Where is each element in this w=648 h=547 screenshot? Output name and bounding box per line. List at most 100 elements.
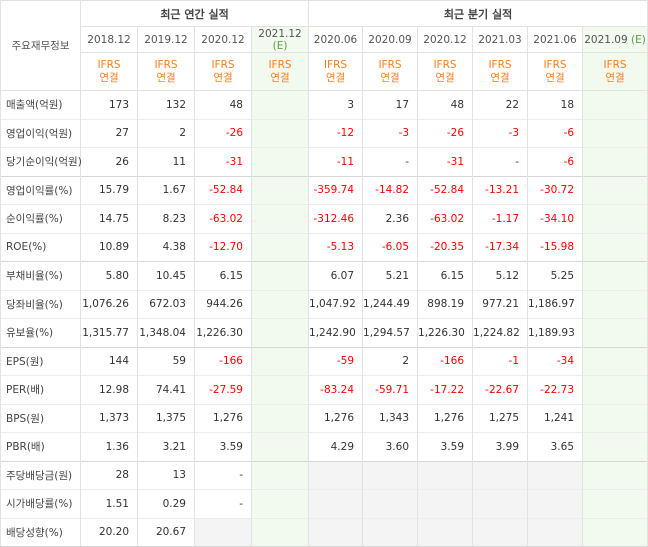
table-row: 당좌비율(%) 1,076.26 672.03 944.26 1,047.92 1,244… (0, 289, 648, 319)
table-row: 시가배당률(%) 1.51 0.29- (0, 489, 648, 518)
row-label: ROE(%) (0, 232, 81, 262)
quarter-value-cell (527, 517, 584, 547)
quarter-value-cell (582, 346, 648, 376)
row-label: BPS(원) (0, 403, 81, 433)
ifrs-consolidated-label: IFRS 연결 (582, 52, 648, 91)
annual-value-cell: 173 (80, 90, 138, 119)
quarter-value-cell: -63.02 (417, 204, 474, 233)
annual-value-cell: 6.15 (194, 261, 252, 290)
quarter-value-cell (582, 232, 648, 262)
row-label: PER(배) (0, 375, 81, 404)
quarter-value-cell: 2.36 (362, 204, 419, 233)
annual-value-cell: 132 (137, 90, 195, 119)
quarter-value-cell: -59 (308, 346, 364, 376)
quarter-value-cell: -1 (472, 346, 529, 376)
ifrs-header-row: IFRS 연결 IFRS 연결 IFRS 연결 IFRS 연결 IFRS 연결 IFRS 연결 IFRS… (1, 52, 648, 91)
quarter-period-header: 2020.12 (417, 26, 474, 53)
row-label: 주당배당금(원) (0, 460, 81, 490)
quarter-value-cell: 1,275 (472, 403, 529, 433)
quarter-value-cell: -5.13 (308, 232, 364, 262)
ifrs-text: IFRS (97, 58, 121, 71)
annual-value-cell: 5.80 (80, 261, 138, 290)
quarter-value-cell (472, 489, 529, 518)
annual-value-cell: 12.98 (80, 375, 138, 404)
quarter-value-cell (362, 489, 419, 518)
quarter-value-cell: -12 (308, 118, 364, 148)
consolidated-text: 연결 (270, 71, 290, 84)
consolidated-text: 연결 (605, 71, 625, 84)
quarter-value-cell: -17.22 (417, 375, 474, 404)
annual-value-cell: -12.70 (194, 232, 252, 262)
annual-value-cell: 4.38 (137, 232, 195, 262)
row-label: 유보율(%) (0, 318, 81, 347)
quarter-value-cell: 1,276 (417, 403, 474, 433)
row-label: PBR(배) (0, 432, 81, 461)
quarter-value-cell (308, 489, 364, 518)
row-label: 순이익률(%) (0, 204, 81, 233)
period-label: 2021.12 (258, 27, 302, 40)
annual-value-cell: 26 (80, 147, 138, 176)
quarter-value-cell (308, 517, 364, 547)
period-label: 2019.12 (144, 33, 188, 46)
annual-value-cell: 144 (80, 346, 138, 376)
ifrs-consolidated-label: IFRS 연결 (308, 52, 364, 91)
ifrs-text: IFRS (433, 58, 457, 71)
quarter-value-cell (582, 118, 648, 148)
table-row: EPS(원) 144 59 -166 -59 2 -166 -1 -34 (0, 346, 648, 376)
table-row: 순이익률(%) 14.75 8.23 -63.02 -312.46 2.36 -63.02-… (0, 204, 648, 233)
annual-value-cell: 1,276 (194, 403, 252, 433)
annual-value-cell (250, 289, 310, 319)
annual-value-cell: 3.21 (137, 432, 195, 461)
annual-value-cell: 8.23 (137, 204, 195, 233)
quarter-value-cell: -59.71 (362, 375, 419, 404)
quarter-value-cell: 4.29 (308, 432, 364, 461)
quarter-value-cell: 5.12 (472, 261, 529, 290)
consolidated-text: 연결 (490, 71, 510, 84)
quarter-value-cell: 1,343 (362, 403, 419, 433)
quarter-value-cell: 1,242.90 (308, 318, 364, 347)
period-label: 2020.09 (368, 33, 412, 46)
quarter-value-cell: -1.17 (472, 204, 529, 233)
quarter-value-cell: 5.25 (527, 261, 584, 290)
quarter-value-cell (362, 517, 419, 547)
table-row: 매출액(억원) 173 132 48 3 17 48 22 18 (0, 90, 648, 119)
table-row: 영업이익(억원) 27 2 -26 -12 -3 -26 -3 -6 (0, 118, 648, 148)
annual-value-cell (250, 118, 310, 148)
quarter-value-cell (308, 460, 364, 490)
annual-value-cell: 0.29 (137, 489, 195, 518)
quarter-value-cell (582, 175, 648, 205)
quarter-value-cell: 22 (472, 90, 529, 119)
quarter-value-cell: - (472, 147, 529, 176)
table-row: 배당성향(%) 20.20 20.67 (0, 517, 648, 547)
period-label: 2020.12 (201, 33, 245, 46)
annual-value-cell: 74.41 (137, 375, 195, 404)
quarter-value-cell: -359.74 (308, 175, 364, 205)
consolidated-text: 연결 (435, 71, 455, 84)
quarter-value-cell: -52.84 (417, 175, 474, 205)
annual-period-header: 2020.12 (194, 26, 252, 53)
consolidated-text: 연결 (380, 71, 400, 84)
quarter-value-cell: 3.99 (472, 432, 529, 461)
annual-value-cell: -166 (194, 346, 252, 376)
quarter-value-cell: -26 (417, 118, 474, 148)
quarter-value-cell (527, 489, 584, 518)
row-label: 시가배당률(%) (0, 489, 81, 518)
row-label: 배당성향(%) (0, 517, 81, 547)
table-row: ROE(%) 10.89 4.38 -12.70 -5.13 -6.05 -20.35 -17… (0, 232, 648, 262)
annual-value-cell (250, 489, 310, 518)
ifrs-consolidated-label: IFRS 연결 (417, 52, 474, 91)
annual-value-cell (250, 261, 310, 290)
period-label: 2018.12 (87, 33, 131, 46)
quarter-value-cell: -3 (472, 118, 529, 148)
consolidated-text: 연결 (325, 71, 346, 84)
quarter-period-header: 2021.03 (472, 26, 529, 53)
quarter-value-cell: 1,186.97 (527, 289, 584, 319)
annual-value-cell: 3.59 (194, 432, 252, 461)
annual-value-cell (250, 175, 310, 205)
quarter-value-cell: -166 (417, 346, 474, 376)
consolidated-text: 연결 (213, 71, 233, 84)
period-label: 2021.03 (478, 33, 522, 46)
ifrs-text: IFRS (488, 58, 512, 71)
quarter-value-cell (582, 375, 648, 404)
estimate-mark: (E) (630, 33, 646, 46)
